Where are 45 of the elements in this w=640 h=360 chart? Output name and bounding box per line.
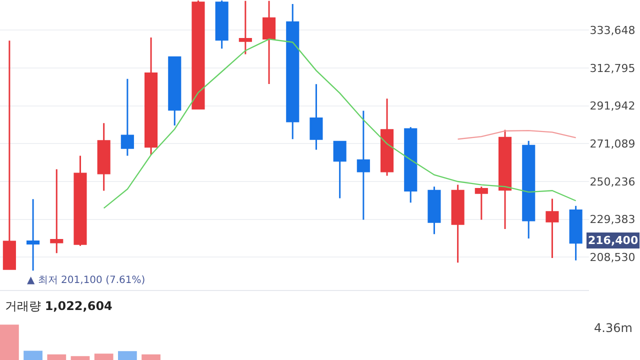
bar — [24, 350, 42, 360]
y-tick-label: 271,089 — [590, 138, 636, 150]
candlestick — [380, 98, 394, 176]
bar — [0, 324, 19, 360]
y-tick-label: 312,795 — [590, 62, 636, 75]
bar — [118, 351, 137, 360]
candlestick — [144, 36, 158, 156]
candlestick — [546, 198, 559, 259]
candlestick — [192, 0, 205, 110]
line-series — [457, 130, 576, 140]
candlestick — [215, 0, 228, 50]
candlestick — [238, 0, 252, 55]
candlestick — [97, 122, 110, 192]
candlestick — [120, 78, 134, 157]
y-tick-label: 291,942 — [590, 100, 636, 113]
y-tick-label: 333,648 — [590, 24, 636, 38]
text: 거래량 1,022,604 — [5, 299, 112, 313]
annotation: 216,400 — [588, 234, 638, 247]
candlestick — [356, 110, 370, 221]
annotation: ▲ 최저 201,100 (7.61%) — [27, 275, 146, 286]
candlestick — [26, 198, 40, 272]
candlestick — [522, 140, 536, 240]
line-series — [103, 38, 576, 209]
y-tick-label: 250,236 — [590, 175, 636, 188]
candlestick — [168, 56, 182, 126]
candlestick — [451, 184, 464, 264]
candlestick — [74, 155, 87, 247]
bar — [94, 354, 114, 360]
text: 4.36m — [594, 321, 632, 335]
candlestick — [569, 205, 582, 262]
candlestick — [474, 186, 488, 221]
y-tick-label: 208,530 — [590, 250, 636, 264]
bar — [142, 354, 160, 360]
candlestick — [428, 186, 441, 235]
candlestick — [50, 168, 64, 254]
bar — [47, 354, 66, 360]
candlestick — [498, 129, 512, 230]
y-tick-label: 229,383 — [590, 213, 636, 226]
candlestick — [286, 3, 300, 140]
candlestick — [333, 140, 346, 199]
candlestick — [262, 0, 276, 85]
candlestick — [404, 126, 418, 204]
candlestick — [2, 40, 16, 270]
bar — [70, 356, 90, 360]
candlestick — [310, 83, 323, 151]
